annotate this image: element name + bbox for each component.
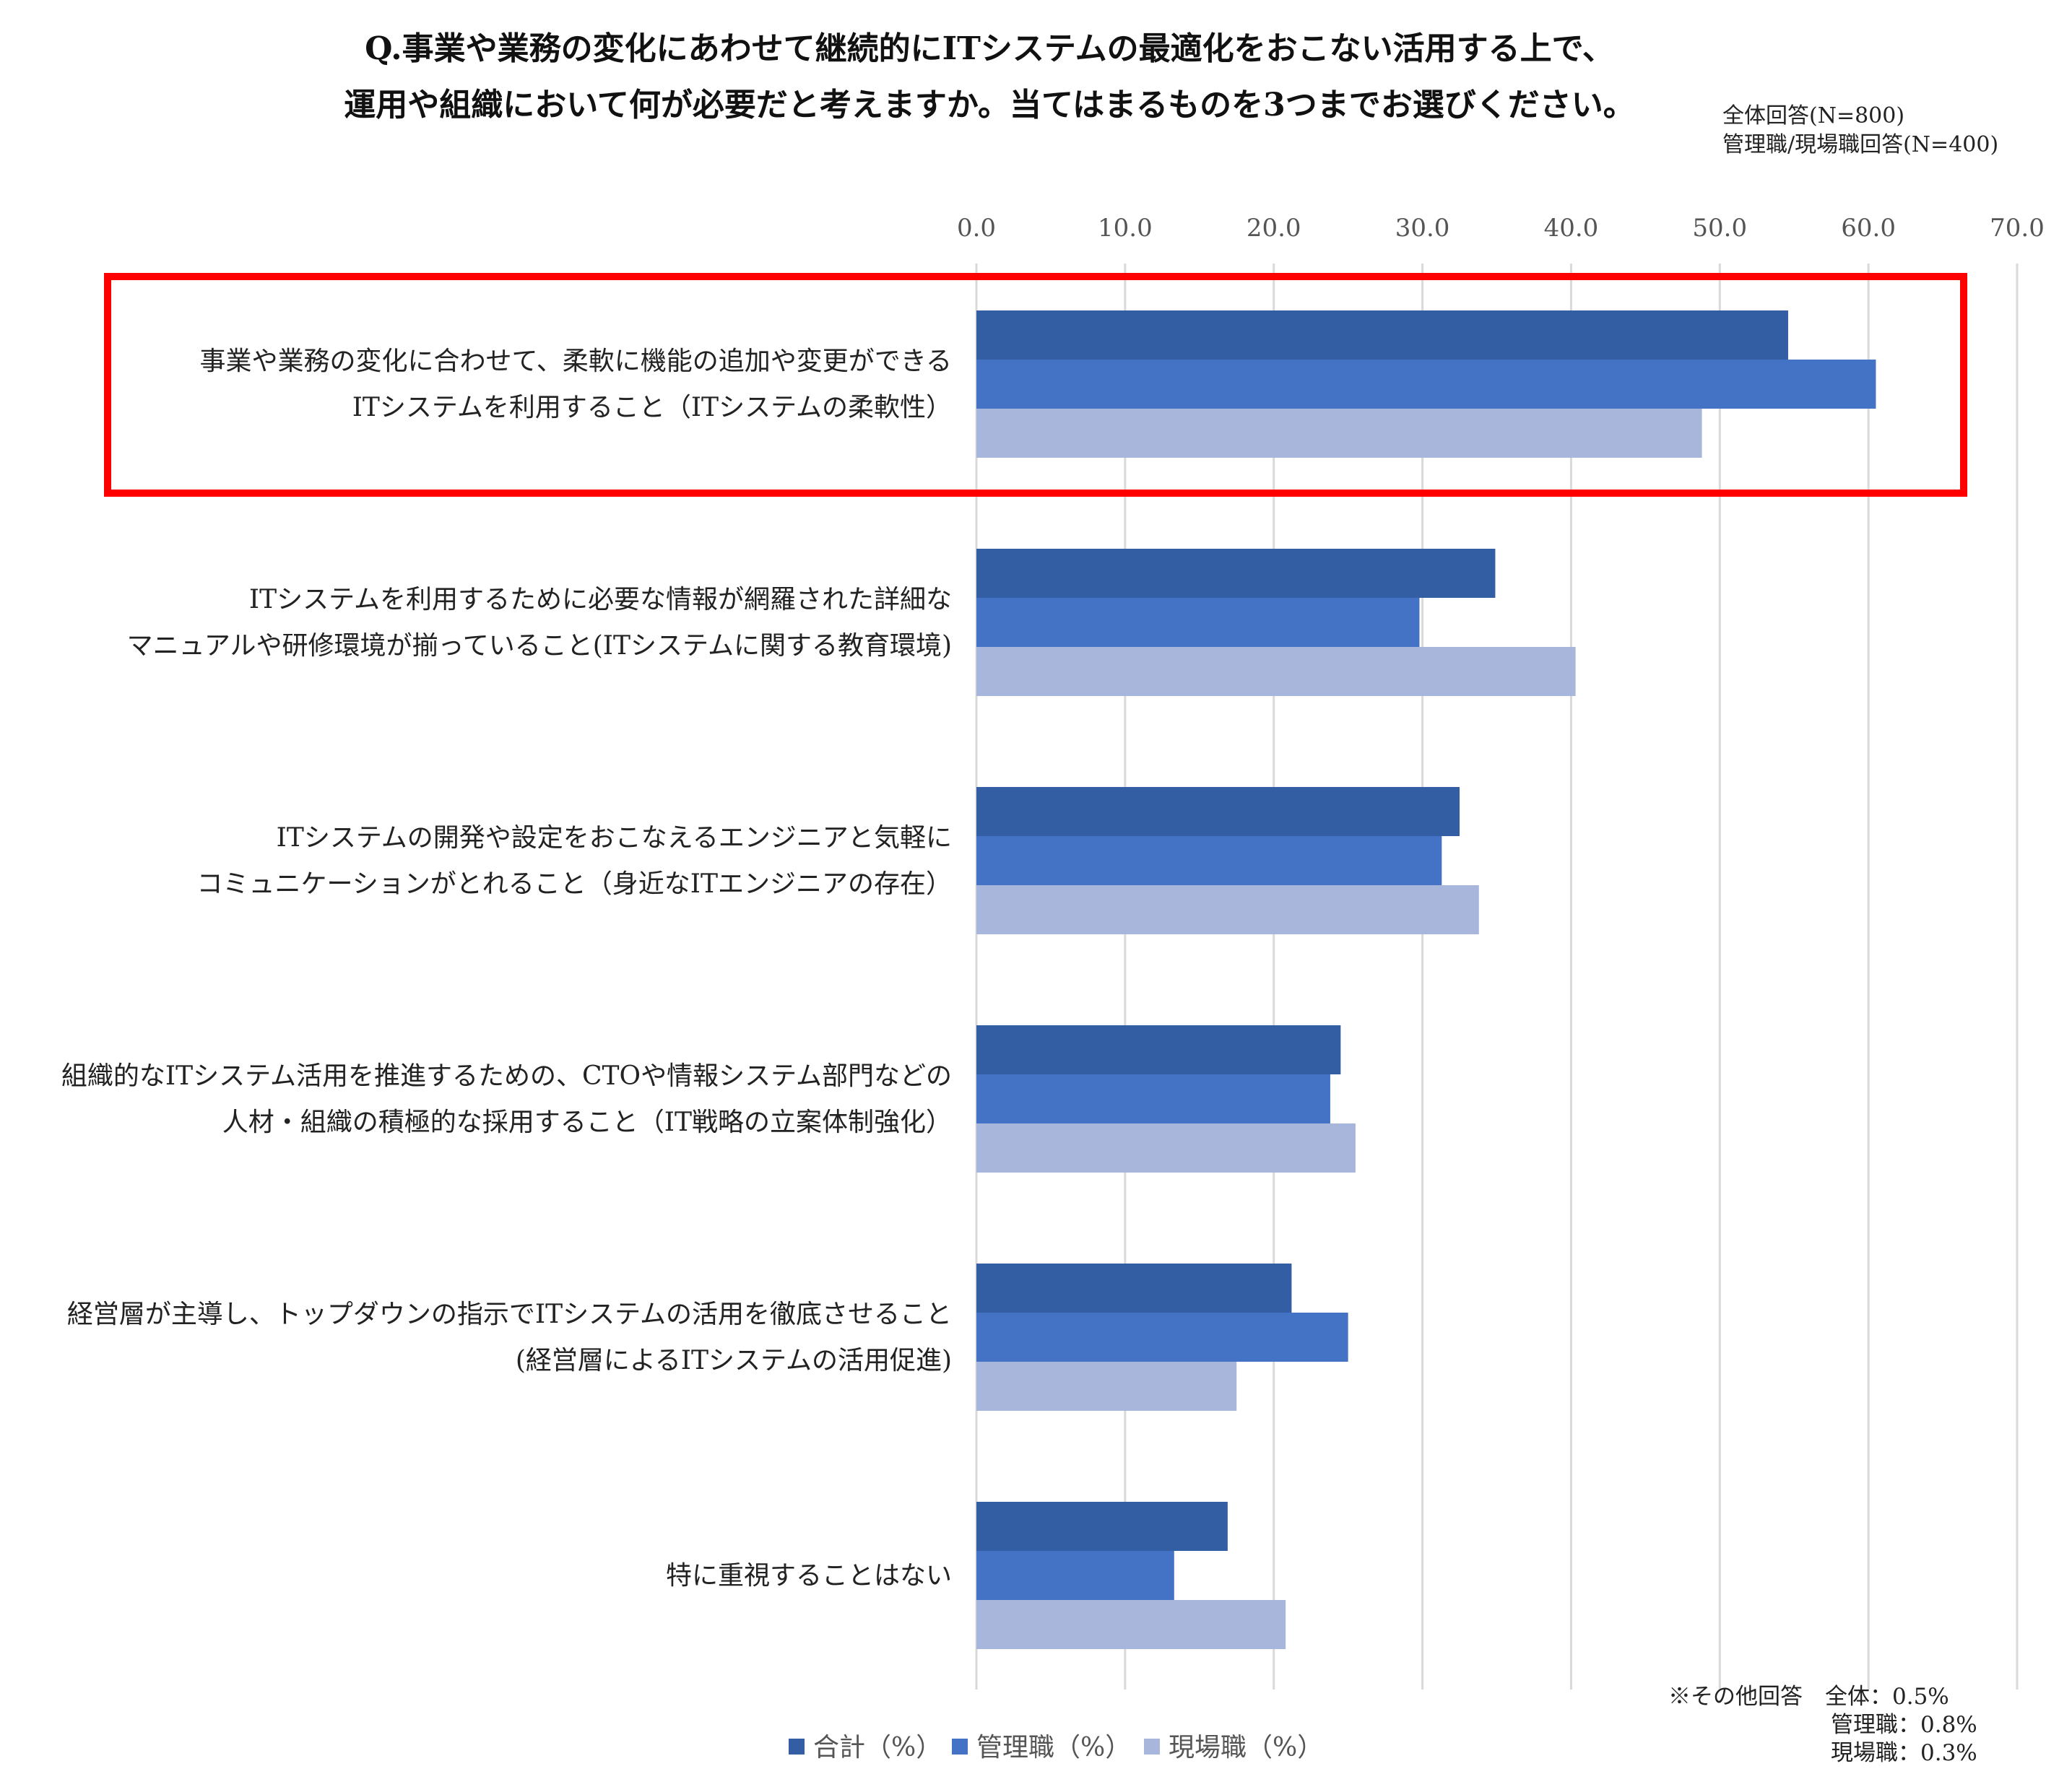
x-tick-label: 60.0 <box>1841 214 1896 243</box>
x-tick-label: 10.0 <box>1098 214 1153 243</box>
sample-size-note: 全体回答(N=800) 管理職/現場職回答(N=400) <box>1722 103 1998 157</box>
legend-label: 合計（%） <box>813 1733 942 1762</box>
bar <box>976 1600 1286 1649</box>
x-tick-label: 20.0 <box>1247 214 1301 243</box>
legend-label: 現場職（%） <box>1169 1733 1323 1762</box>
bar <box>976 1313 1348 1362</box>
category-labels: 事業や業務の変化に合わせて、柔軟に機能の追加や変更ができる ITシステムを利用する… <box>61 347 952 1591</box>
bar <box>976 1264 1292 1313</box>
highlight-box <box>104 273 1967 497</box>
bar <box>976 360 1876 409</box>
category-label: 組織的なITシステム活用を推進するための、CTOや情報システム部門などの <box>61 1061 952 1091</box>
sample-note-line-2: 管理職/現場職回答(N=400) <box>1722 132 1998 157</box>
category-label: コミュニケーションがとれること（身近なITエンジニアの存在） <box>196 869 952 899</box>
bar <box>976 885 1479 934</box>
bar <box>976 836 1442 885</box>
bar <box>976 1362 1237 1411</box>
bar <box>976 409 1702 458</box>
bar <box>976 787 1460 836</box>
footnote-line-2: 管理職：0.8% <box>1831 1712 1977 1738</box>
x-axis-ticks: 0.0 10.0 20.0 30.0 40.0 50.0 60.0 70.0 <box>957 214 2045 243</box>
bar <box>976 1123 1356 1173</box>
category-label: 人材・組織の積極的な採用すること（IT戦略の立案体制強化） <box>222 1108 952 1137</box>
legend-swatch <box>1144 1739 1160 1755</box>
category-label: マニュアルや研修環境が揃っていること(ITシステムに関する教育環境) <box>127 631 952 661</box>
bar <box>976 1074 1330 1123</box>
bar <box>976 310 1788 360</box>
bar <box>976 598 1420 647</box>
x-tick-label: 0.0 <box>957 214 996 243</box>
category-label: ITシステムの開発や設定をおこなえるエンジニアと気軽に <box>277 823 952 853</box>
chart-title: Q.事業や業務の変化にあわせて継続的にITシステムの最適化をおこない活用する上で… <box>344 30 1635 123</box>
category-label: (経営層によるITシステムの活用促進) <box>516 1346 952 1375</box>
category-label: ITシステムを利用するために必要な情報が網羅された詳細な <box>249 585 952 614</box>
legend-swatch <box>789 1739 805 1755</box>
x-tick-label: 40.0 <box>1544 214 1599 243</box>
bar <box>976 647 1576 696</box>
highlight-rectangle <box>104 273 1967 497</box>
category-label: 事業や業務の変化に合わせて、柔軟に機能の追加や変更ができる <box>200 347 952 376</box>
footnote-line-1: ※その他回答 全体：0.5% <box>1668 1684 1949 1710</box>
footnote-line-3: 現場職：0.3% <box>1831 1740 1977 1766</box>
sample-note-line-1: 全体回答(N=800) <box>1722 103 1904 129</box>
x-tick-label: 50.0 <box>1692 214 1747 243</box>
bar <box>976 1551 1174 1600</box>
gridlines <box>975 264 2019 1690</box>
category-label: 経営層が主導し、トップダウンの指示でITシステムの活用を徹底させること <box>67 1300 952 1329</box>
legend-swatch <box>952 1739 968 1755</box>
bars <box>976 310 1876 1649</box>
x-tick-label: 30.0 <box>1395 214 1450 243</box>
bar <box>976 549 1496 598</box>
bar <box>976 1502 1228 1551</box>
category-label: 特に重視することはない <box>666 1561 952 1591</box>
category-label: ITシステムを利用すること（ITシステムの柔軟性） <box>352 393 952 422</box>
title-line-2: 運用や組織において何が必要だと考えますか。当てはまるものを3つまでお選びください… <box>344 87 1635 123</box>
footnote: ※その他回答 全体：0.5% 管理職：0.8% 現場職：0.3% <box>1668 1684 1977 1766</box>
legend: 合計（%） 管理職（%） 現場職（%） <box>789 1733 1323 1762</box>
x-tick-label: 70.0 <box>1990 214 2045 243</box>
title-line-1: Q.事業や業務の変化にあわせて継続的にITシステムの最適化をおこない活用する上で… <box>365 30 1614 67</box>
legend-label: 管理職（%） <box>976 1733 1131 1762</box>
bar <box>976 1025 1341 1074</box>
